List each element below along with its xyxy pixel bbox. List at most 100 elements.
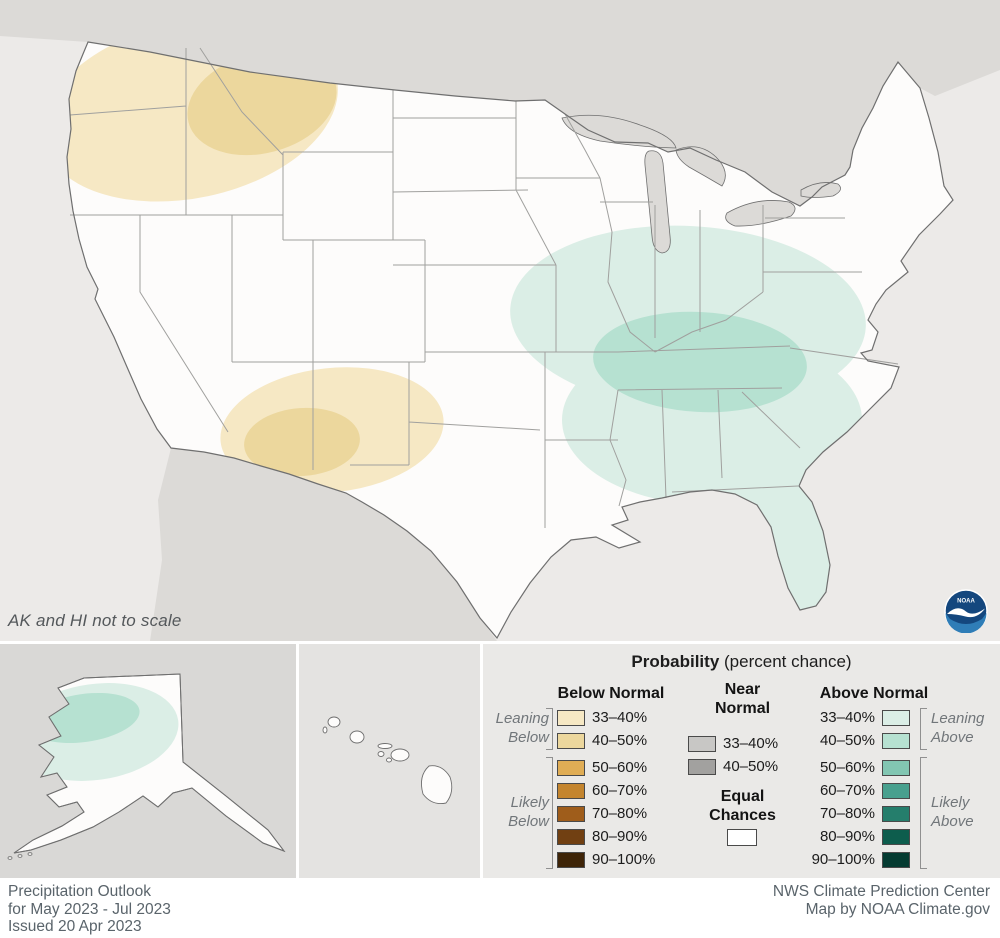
map-section: AK and HI not to scale NOAA bbox=[0, 0, 1000, 641]
credit-line-1: NWS Climate Prediction Center bbox=[772, 883, 990, 900]
aleutian-islands bbox=[7, 852, 33, 860]
likely-above-line1: Likely bbox=[931, 794, 970, 811]
below-normal-column-header: Below Normal bbox=[557, 685, 665, 702]
likely-above-line2: Above bbox=[931, 813, 974, 830]
legend-panel: Probability (percent chance) Below Norma… bbox=[483, 644, 1000, 878]
lake-michigan bbox=[644, 150, 671, 254]
likely-below-bracket bbox=[546, 757, 553, 869]
leaning-above-line1: Leaning bbox=[931, 710, 985, 727]
island-lanai bbox=[377, 751, 385, 757]
island-hawaii bbox=[421, 765, 453, 805]
hawaii-map-svg bbox=[322, 716, 453, 805]
equal-chances-swatch bbox=[727, 829, 757, 846]
mexico-region bbox=[150, 448, 497, 641]
color-swatch bbox=[557, 709, 585, 726]
legend-row-label: 60–70% bbox=[592, 782, 648, 799]
legend-row-label: 33–40% bbox=[819, 709, 875, 726]
outlook-period: for May 2023 - Jul 2023 bbox=[8, 900, 171, 918]
near-normal-column-header: Near Normal bbox=[695, 680, 790, 718]
island-maui bbox=[390, 748, 410, 762]
conus-map-svg bbox=[0, 0, 1000, 641]
state-borders bbox=[69, 47, 899, 528]
leaning-below-line2: Below bbox=[508, 729, 549, 746]
color-swatch bbox=[688, 735, 716, 752]
legend-title-rest: (percent chance) bbox=[719, 652, 852, 671]
legend-row-label: 40–50% bbox=[592, 732, 648, 749]
lake-superior bbox=[561, 114, 677, 149]
legend-row: 50–60% bbox=[811, 756, 910, 779]
leaning-below-bracket bbox=[546, 708, 553, 750]
legend-row: 70–80% bbox=[811, 802, 910, 825]
color-swatch bbox=[882, 759, 910, 776]
color-swatch bbox=[557, 805, 585, 822]
color-swatch bbox=[882, 732, 910, 749]
legend-row: 50–60% bbox=[557, 756, 655, 779]
leaning-above-bracket bbox=[920, 708, 927, 750]
color-swatch bbox=[557, 759, 585, 776]
legend-row: 33–40% bbox=[811, 706, 910, 729]
leaning-above-label: Leaning Above bbox=[931, 709, 984, 747]
legend-row-label: 80–90% bbox=[592, 828, 648, 845]
near-normal-header-line1: Near bbox=[724, 681, 761, 698]
likely-below-line1: Likely bbox=[510, 794, 549, 811]
legend-row-label: 40–50% bbox=[819, 732, 875, 749]
legend-row: 40–50% bbox=[557, 729, 655, 752]
likely-above-label: Likely Above bbox=[931, 793, 974, 831]
legend-row-label: 40–50% bbox=[723, 758, 779, 775]
equal-chances-line1: Equal bbox=[720, 788, 765, 805]
legend-row: 40–50% bbox=[688, 755, 778, 778]
legend-row-label: 80–90% bbox=[819, 828, 875, 845]
color-swatch bbox=[557, 732, 585, 749]
lake-huron bbox=[675, 146, 726, 187]
noaa-logo-icon: NOAA bbox=[944, 589, 988, 633]
legend-row-label: 90–100% bbox=[811, 851, 875, 868]
legend-title: Probability (percent chance) bbox=[483, 652, 1000, 672]
credit-line-2: Map by NOAA Climate.gov bbox=[805, 900, 990, 918]
island-niihau bbox=[322, 726, 328, 734]
legend-title-bold: Probability bbox=[631, 652, 720, 671]
legend-row: 33–40% bbox=[557, 706, 655, 729]
alaska-outline bbox=[13, 673, 286, 854]
leaning-below-label: Leaning Below bbox=[496, 709, 549, 747]
likely-below-line2: Below bbox=[508, 813, 549, 830]
leaning-below-line1: Leaning bbox=[495, 710, 549, 727]
hawaiian-islands bbox=[322, 716, 453, 805]
color-swatch bbox=[688, 758, 716, 775]
legend-row: 60–70% bbox=[557, 779, 655, 802]
above-normal-40-region-tennessee-valley bbox=[593, 311, 807, 413]
island-kahoolawe bbox=[386, 757, 392, 763]
legend-row-label: 33–40% bbox=[723, 735, 779, 752]
legend-row-label: 90–100% bbox=[592, 851, 656, 868]
us-outline bbox=[66, 41, 954, 640]
equal-chances-line2: Chances bbox=[709, 807, 776, 824]
color-swatch bbox=[882, 851, 910, 868]
alaska-map-svg bbox=[7, 673, 286, 860]
svg-text:NOAA: NOAA bbox=[957, 599, 975, 605]
leaning-above-line2: Above bbox=[931, 729, 974, 746]
issued-date: Issued 20 Apr 2023 bbox=[8, 918, 142, 935]
outlook-title: Precipitation Outlook bbox=[8, 883, 152, 900]
color-swatch bbox=[882, 828, 910, 845]
insets-row: Probability (percent chance) Below Norma… bbox=[0, 641, 1000, 881]
footer-right: NWS Climate Prediction Center Map by NOA… bbox=[773, 883, 990, 918]
footer-left: Precipitation Outlook for May 2023 - Jul… bbox=[8, 883, 171, 936]
equal-chances-label: Equal Chances bbox=[695, 787, 790, 825]
legend-row: 40–50% bbox=[811, 729, 910, 752]
above-normal-column-header: Above Normal bbox=[819, 685, 929, 702]
legend-row-label: 60–70% bbox=[819, 782, 875, 799]
color-swatch bbox=[557, 851, 585, 868]
scale-note: AK and HI not to scale bbox=[8, 611, 182, 630]
canada-region bbox=[0, 0, 1000, 206]
legend-row: 60–70% bbox=[811, 779, 910, 802]
near-normal-header-line2: Normal bbox=[714, 700, 771, 717]
above-normal-rows: 33–40% 40–50% 50–60% 60–70% 70–80% 80–90… bbox=[811, 706, 910, 871]
legend-row: 33–40% bbox=[688, 732, 778, 755]
color-swatch bbox=[882, 782, 910, 799]
legend-row-label: 50–60% bbox=[819, 759, 875, 776]
island-oahu bbox=[349, 730, 365, 744]
island-kauai bbox=[327, 716, 341, 728]
lake-erie bbox=[725, 200, 796, 227]
legend-row: 70–80% bbox=[557, 802, 655, 825]
color-swatch bbox=[557, 828, 585, 845]
